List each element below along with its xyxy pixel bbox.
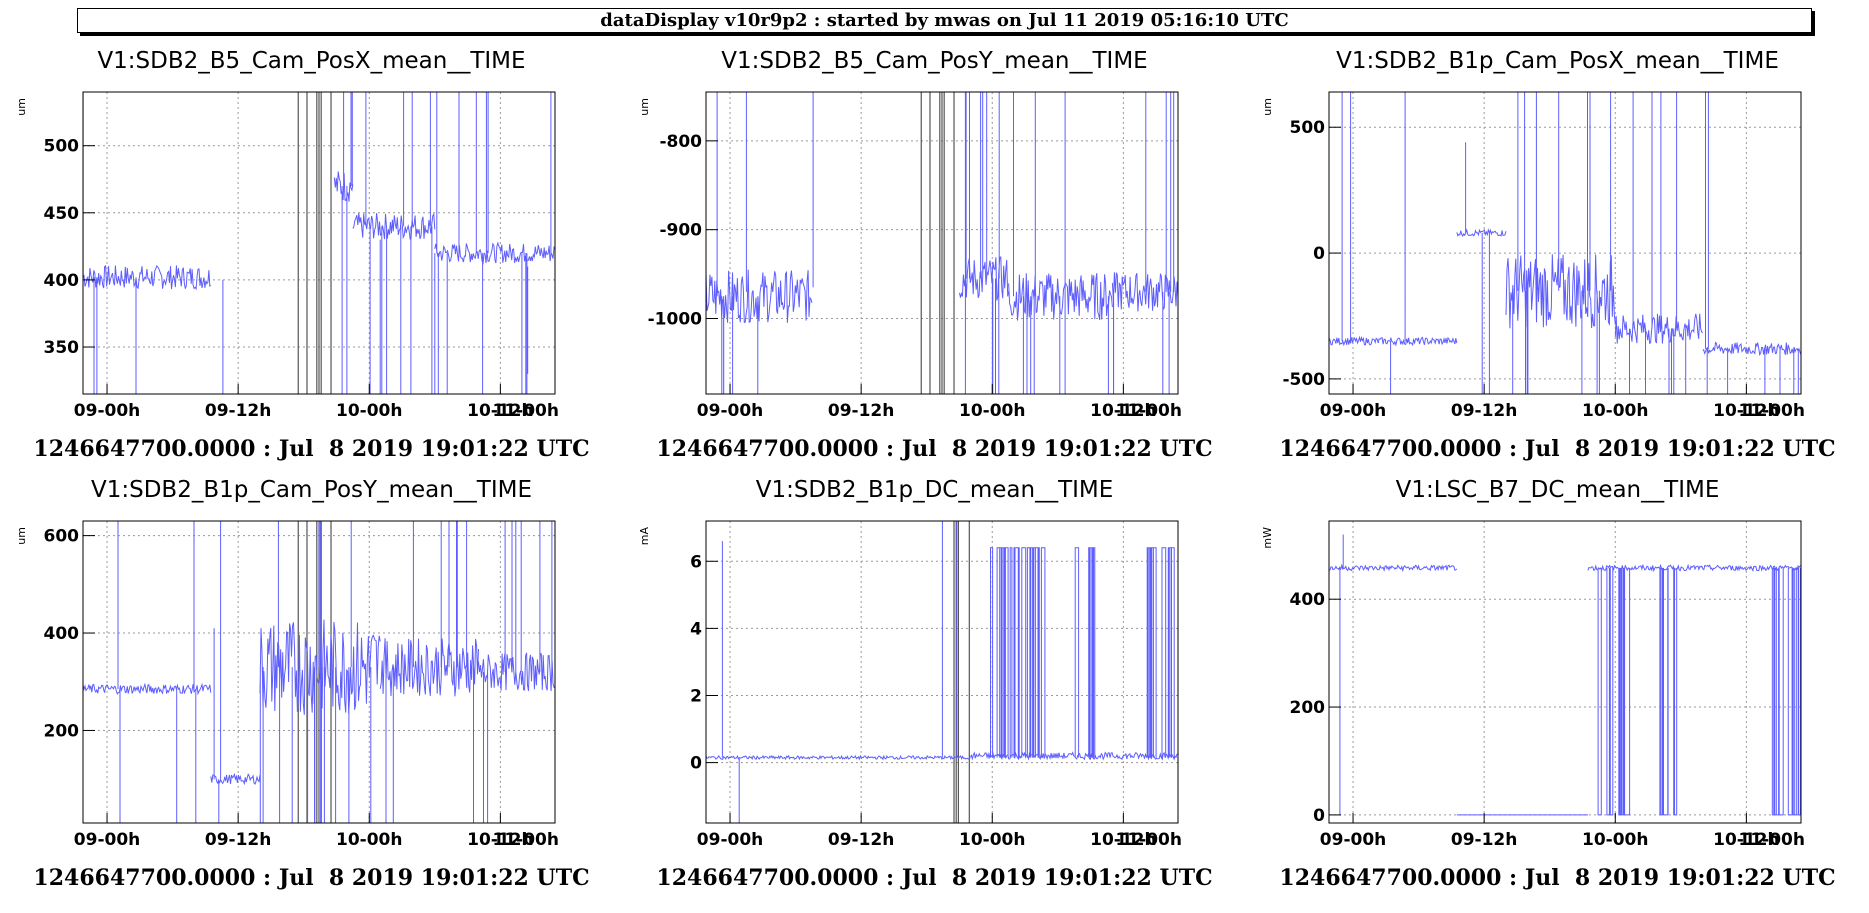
plot-title: V1:SDB2_B1p_DC_mean__TIME — [755, 477, 1114, 503]
x-tick-label: 09-12h — [205, 401, 271, 421]
y-axis-unit: um — [15, 527, 28, 545]
plot-footer-timestamp: 1246647700.0000 : Jul 8 2019 19:01:22 UT… — [1279, 865, 1836, 891]
x-tick-label: 11-00h — [493, 401, 559, 421]
y-tick-label: 0 — [1313, 806, 1325, 826]
series-line — [83, 92, 555, 394]
x-tick-label: 11-00h — [493, 830, 559, 850]
series-line — [1329, 92, 1801, 394]
y-tick-label: 200 — [1290, 698, 1326, 718]
x-tick-label: 09-00h — [1320, 401, 1386, 421]
y-tick-label: 450 — [44, 204, 80, 224]
y-axis-unit: mA — [638, 527, 651, 546]
plot-panel-2: V1:SDB2_B5_Cam_PosY_mean__TIME 09-00h 09-1… — [623, 44, 1246, 484]
x-tick-label: 09-00h — [697, 401, 763, 421]
x-tick-label: 09-00h — [697, 830, 763, 850]
plot-title: V1:LSC_B7_DC_mean__TIME — [1395, 477, 1720, 503]
y-tick-label: -900 — [659, 221, 702, 241]
plot-frame — [1328, 520, 1802, 824]
plot-title: V1:SDB2_B5_Cam_PosX_mean__TIME — [97, 48, 526, 74]
y-tick-label: 350 — [44, 338, 80, 358]
x-tick-label: 09-12h — [828, 830, 894, 850]
y-tick-label: 2 — [690, 686, 702, 706]
x-tick-label: 09-12h — [205, 830, 271, 850]
x-tick-label: 09-12h — [1451, 401, 1517, 421]
y-tick-label: 0 — [690, 754, 702, 774]
x-tick-label: 09-00h — [74, 401, 140, 421]
x-tick-label: 10-12h — [1090, 401, 1156, 421]
y-tick-label: 0 — [1313, 244, 1325, 264]
plot-footer-timestamp: 1246647700.0000 : Jul 8 2019 19:01:22 UT… — [33, 436, 590, 462]
series-line — [706, 521, 1178, 823]
plot-footer-timestamp: 1246647700.0000 : Jul 8 2019 19:01:22 UT… — [656, 865, 1213, 891]
x-tick-label: 10-00h — [336, 401, 402, 421]
plot-frame — [82, 91, 556, 395]
x-tick-label: 09-12h — [828, 401, 894, 421]
plot-panel-5: V1:SDB2_B1p_DC_mean__TIME 09-00h 09-12h 10-… — [623, 473, 1246, 913]
plot-frame — [705, 520, 1179, 824]
y-tick-label: 400 — [1290, 590, 1326, 610]
plot-panel-4: V1:SDB2_B1p_Cam_PosY_mean__TIME 09-00h 09-… — [0, 473, 623, 913]
plot-title: V1:SDB2_B5_Cam_PosY_mean__TIME — [721, 48, 1148, 74]
y-tick-label: 200 — [44, 721, 80, 741]
x-tick-label: 11-00h — [1116, 830, 1182, 850]
x-tick-label: 09-00h — [74, 830, 140, 850]
plot-footer-timestamp: 1246647700.0000 : Jul 8 2019 19:01:22 UT… — [656, 436, 1213, 462]
display-banner: dataDisplay v10r9p2 : started by mwas on… — [77, 8, 1812, 33]
plot-panel-3: V1:SDB2_B1p_Cam_PosX_mean__TIME 09-00h 09-… — [1246, 44, 1869, 484]
y-axis-unit: um — [15, 98, 28, 116]
y-axis-unit: mW — [1261, 527, 1274, 549]
y-tick-label: 600 — [44, 527, 80, 547]
x-tick-label: 09-00h — [1320, 830, 1386, 850]
x-tick-label: 10-00h — [1582, 830, 1648, 850]
x-tick-label: 11-00h — [1739, 830, 1805, 850]
x-tick-label: 10-12h — [467, 401, 533, 421]
x-tick-label: 10-00h — [959, 401, 1025, 421]
x-tick-label: 09-12h — [1451, 830, 1517, 850]
plot-frame — [1328, 91, 1802, 395]
y-tick-label: -1000 — [648, 310, 703, 330]
plot-frame — [82, 520, 556, 824]
x-tick-label: 10-00h — [336, 830, 402, 850]
x-tick-label: 10-12h — [1713, 830, 1779, 850]
plot-panel-1: V1:SDB2_B5_Cam_PosX_mean__TIME 09-00h 09-1… — [0, 44, 623, 484]
x-tick-label: 10-12h — [1713, 401, 1779, 421]
series-line — [706, 92, 1178, 394]
y-tick-label: -800 — [659, 132, 702, 152]
y-axis-unit: um — [638, 98, 651, 116]
y-tick-label: 6 — [690, 552, 702, 572]
y-tick-label: 400 — [44, 271, 80, 291]
series-line — [1329, 534, 1801, 816]
y-tick-label: 500 — [44, 137, 80, 157]
plot-title: V1:SDB2_B1p_Cam_PosX_mean__TIME — [1336, 48, 1779, 74]
plot-title: V1:SDB2_B1p_Cam_PosY_mean__TIME — [91, 477, 532, 503]
x-tick-label: 10-00h — [1582, 401, 1648, 421]
plot-footer-timestamp: 1246647700.0000 : Jul 8 2019 19:01:22 UT… — [1279, 436, 1836, 462]
x-tick-label: 11-00h — [1739, 401, 1805, 421]
x-tick-label: 10-00h — [959, 830, 1025, 850]
y-tick-label: 500 — [1290, 118, 1326, 138]
x-tick-label: 11-00h — [1116, 401, 1182, 421]
x-tick-label: 10-12h — [1090, 830, 1156, 850]
y-axis-unit: um — [1261, 98, 1274, 116]
y-tick-label: -500 — [1282, 370, 1325, 390]
series-line — [83, 521, 555, 823]
y-tick-label: 400 — [44, 624, 80, 644]
plot-footer-timestamp: 1246647700.0000 : Jul 8 2019 19:01:22 UT… — [33, 865, 590, 891]
y-tick-label: 4 — [690, 619, 702, 639]
x-tick-label: 10-12h — [467, 830, 533, 850]
plot-panel-6: V1:LSC_B7_DC_mean__TIME 09-00h 09-12h 10-00… — [1246, 473, 1869, 913]
plot-frame — [705, 91, 1179, 395]
